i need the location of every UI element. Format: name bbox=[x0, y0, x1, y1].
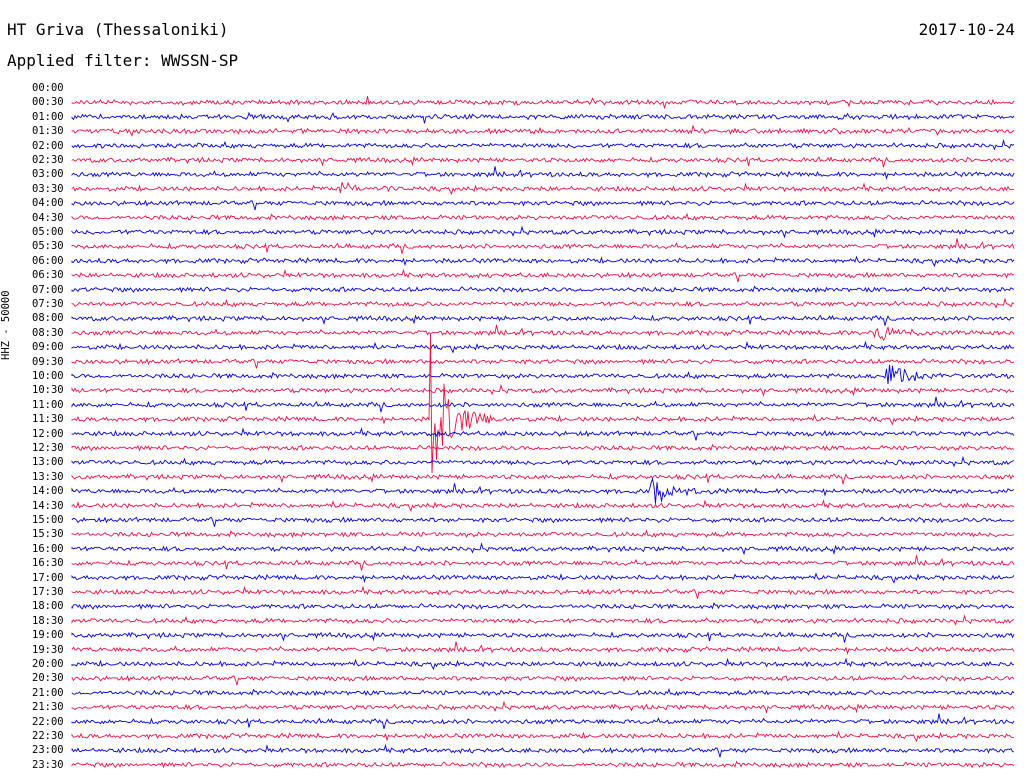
trace-row-0600 bbox=[71, 255, 1015, 268]
time-tick-label: 04:30 bbox=[32, 211, 64, 224]
time-tick-label: 20:30 bbox=[32, 672, 64, 685]
time-tick-label: 17:00 bbox=[32, 571, 64, 584]
time-tick-label: 04:00 bbox=[32, 197, 64, 210]
trace-row-1500 bbox=[71, 516, 1015, 527]
time-tick-label: 07:00 bbox=[32, 283, 64, 296]
trace-row-0730 bbox=[71, 297, 1015, 309]
trace-row-0900 bbox=[71, 340, 1015, 354]
trace-row-0630 bbox=[71, 268, 1015, 283]
trace-row-1800 bbox=[71, 602, 1015, 611]
time-tick-label: 13:30 bbox=[32, 470, 64, 483]
trace-row-2330 bbox=[71, 760, 1015, 769]
trace-row-2230 bbox=[71, 730, 1015, 743]
trace-row-2300 bbox=[71, 743, 1015, 758]
trace-row-0230 bbox=[71, 156, 1015, 168]
time-tick-label: 00:00 bbox=[32, 82, 64, 94]
trace-row-0830 bbox=[71, 324, 1015, 342]
trace-row-1130 bbox=[71, 333, 1015, 474]
trace-row-2100 bbox=[71, 687, 1015, 697]
time-tick-label: 23:00 bbox=[32, 744, 64, 757]
time-tick-label: 12:00 bbox=[32, 427, 64, 440]
trace-row-1600 bbox=[71, 542, 1015, 556]
time-tick-label: 02:00 bbox=[32, 139, 64, 152]
time-tick-label: 19:30 bbox=[32, 643, 64, 656]
trace-row-0700 bbox=[71, 285, 1015, 294]
trace-row-1430 bbox=[71, 499, 1015, 512]
time-tick-label: 21:00 bbox=[32, 686, 64, 699]
trace-row-0300 bbox=[71, 166, 1015, 180]
time-tick-label: 19:00 bbox=[32, 629, 64, 642]
time-tick-label: 14:00 bbox=[32, 485, 64, 498]
trace-row-1200 bbox=[71, 427, 1015, 441]
trace-row-1900 bbox=[71, 631, 1015, 643]
trace-row-1400 bbox=[71, 477, 1015, 504]
filter-label: Applied filter: WWSSN-SP bbox=[7, 51, 239, 70]
time-tick-label: 10:30 bbox=[32, 384, 64, 397]
time-tick-label: 18:00 bbox=[32, 600, 64, 613]
time-tick-label: 12:30 bbox=[32, 442, 64, 454]
time-tick-label: 20:00 bbox=[32, 658, 64, 670]
time-tick-label: 22:30 bbox=[32, 730, 64, 742]
station-title: HT Griva (Thessaloniki) bbox=[7, 20, 229, 39]
time-tick-label: 01:30 bbox=[32, 125, 64, 138]
trace-row-0430 bbox=[71, 212, 1015, 222]
time-tick-label: 00:30 bbox=[32, 96, 64, 109]
time-tick-label: 10:00 bbox=[32, 370, 64, 382]
trace-row-1530 bbox=[71, 529, 1015, 539]
time-tick-label: 01:00 bbox=[32, 110, 64, 123]
time-tick-label: 06:30 bbox=[32, 269, 64, 282]
trace-row-1730 bbox=[71, 585, 1015, 599]
time-tick-label: 22:00 bbox=[32, 715, 64, 728]
time-tick-label: 16:30 bbox=[32, 557, 64, 570]
trace-row-1630 bbox=[71, 555, 1015, 571]
time-tick-label: 16:00 bbox=[32, 542, 64, 555]
trace-row-1000 bbox=[71, 364, 1015, 385]
trace-row-0530 bbox=[71, 238, 1015, 254]
time-tick-label: 14:30 bbox=[32, 499, 64, 512]
time-tick-label: 09:00 bbox=[32, 341, 64, 354]
time-tick-label: 13:00 bbox=[32, 456, 64, 469]
time-tick-label: 17:30 bbox=[32, 586, 64, 598]
trace-row-1100 bbox=[71, 396, 1015, 413]
time-tick-label: 07:30 bbox=[32, 298, 64, 310]
time-tick-label: 15:00 bbox=[32, 514, 64, 526]
time-tick-label: 21:30 bbox=[32, 701, 64, 714]
trace-row-0400 bbox=[71, 199, 1015, 211]
time-tick-label: 09:30 bbox=[32, 355, 64, 368]
trace-row-1830 bbox=[71, 614, 1015, 626]
trace-row-0030 bbox=[71, 96, 1015, 109]
time-tick-label: 03:30 bbox=[32, 182, 64, 195]
trace-row-0330 bbox=[71, 181, 1015, 196]
trace-row-1700 bbox=[71, 572, 1015, 584]
trace-row-0930 bbox=[71, 358, 1015, 369]
trace-row-1230 bbox=[71, 443, 1015, 452]
time-tick-label: 08:00 bbox=[32, 312, 64, 325]
time-tick-label: 18:30 bbox=[32, 614, 64, 627]
date-label: 2017-10-24 bbox=[918, 20, 1015, 39]
trace-row-1330 bbox=[71, 472, 1015, 485]
time-tick-label: 05:30 bbox=[32, 240, 64, 253]
time-tick-label: 06:00 bbox=[32, 254, 64, 267]
time-tick-label: 23:30 bbox=[32, 758, 64, 771]
trace-row-0200 bbox=[71, 138, 1015, 151]
trace-row-2030 bbox=[71, 674, 1015, 686]
trace-row-0130 bbox=[71, 125, 1015, 137]
time-tick-label: 11:00 bbox=[32, 398, 64, 411]
time-tick-label: 02:30 bbox=[32, 154, 64, 166]
trace-row-1930 bbox=[71, 641, 1015, 656]
trace-row-2200 bbox=[71, 713, 1015, 730]
trace-row-0800 bbox=[71, 314, 1015, 326]
trace-row-0100 bbox=[71, 111, 1015, 124]
trace-row-1300 bbox=[71, 455, 1015, 468]
trace-row-1030 bbox=[71, 383, 1015, 397]
time-tick-label: 03:00 bbox=[32, 168, 64, 181]
trace-row-2000 bbox=[71, 657, 1015, 671]
time-tick-label: 15:30 bbox=[32, 528, 64, 541]
time-tick-label: 08:30 bbox=[32, 326, 64, 339]
time-tick-label: 11:30 bbox=[32, 413, 64, 426]
trace-row-0500 bbox=[71, 225, 1015, 239]
time-tick-label: 05:00 bbox=[32, 226, 64, 238]
trace-row-2130 bbox=[71, 700, 1015, 714]
